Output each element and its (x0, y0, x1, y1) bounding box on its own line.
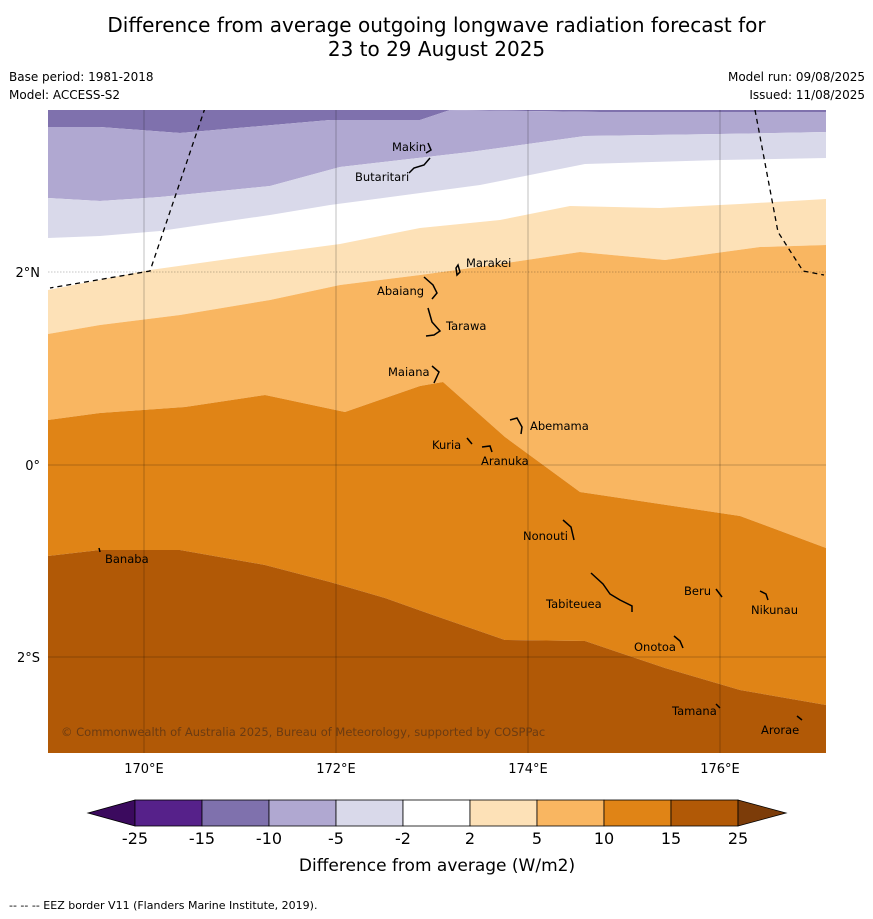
kuria-island (466, 437, 473, 445)
colorbar-tick-8: 15 (661, 829, 681, 848)
islands (98, 142, 803, 721)
beru-island (715, 588, 723, 598)
tarawa-island (425, 307, 442, 337)
lat-label-0: 0° (25, 459, 40, 474)
colorbar: -25 -15 -10 -5 -2 2 5 10 15 25 Difference from av… (86, 799, 788, 876)
nonouti-island (562, 519, 575, 541)
colorbar-tick-7: 10 (594, 829, 614, 848)
abaiang-island (423, 276, 438, 300)
eez-border (49, 110, 825, 289)
colorbar-tick-5: 2 (465, 829, 475, 848)
lon-label-172: 172°E (316, 762, 356, 777)
label-tarawa: Tarawa (445, 319, 486, 333)
label-arorae: Arorae (761, 723, 799, 737)
colorbar-segment-1 (201, 799, 270, 827)
title-line-1: Difference from average outgoing longwav… (107, 13, 766, 37)
label-banaba: Banaba (105, 552, 149, 566)
meta-left: Base period: 1981-2018 Model: ACCESS-S2 (9, 68, 154, 104)
colorbar-tick-6: 5 (532, 829, 542, 848)
label-onotoa: Onotoa (634, 640, 676, 654)
model-name: Model: ACCESS-S2 (9, 88, 121, 102)
lat-label-2s: 2°S (17, 651, 40, 666)
label-maiana: Maiana (388, 365, 430, 379)
label-kuria: Kuria (432, 438, 461, 452)
meta-right: Model run: 09/08/2025 Issued: 11/08/2025 (728, 68, 865, 104)
colorbar-segment-6 (536, 799, 605, 827)
label-marakei: Marakei (466, 256, 511, 270)
longitude-labels: 170°E 172°E 174°E 176°E (124, 762, 740, 777)
label-abaiang: Abaiang (377, 284, 424, 298)
band-minus-15-to-minus-10 (48, 110, 826, 133)
colorbar-segment-5 (469, 799, 538, 827)
chart-title: Difference from average outgoing longwav… (0, 13, 873, 61)
label-abemama: Abemama (530, 419, 589, 433)
eez-border-east (754, 110, 825, 276)
colorbar-high-extension (737, 799, 788, 827)
label-beru: Beru (684, 584, 711, 598)
colorbar-tick-3: -5 (328, 829, 344, 848)
colorbar-segment-2 (268, 799, 337, 827)
gridlines (48, 110, 826, 753)
copyright-notice: © Commonwealth of Australia 2025, Bureau… (61, 725, 545, 739)
colorbar-segment-0 (134, 799, 203, 827)
colorbar-segment-4 (402, 799, 471, 827)
label-nikunau: Nikunau (751, 603, 798, 617)
butaritari-island (408, 157, 431, 174)
banaba-island (98, 547, 101, 553)
colorbar-low-extension (86, 799, 136, 827)
lon-label-176: 176°E (700, 762, 740, 777)
label-tabiteuea: Tabiteuea (545, 597, 602, 611)
colorbar-tick-4: -2 (395, 829, 411, 848)
model-run: Model run: 09/08/2025 (727, 70, 865, 84)
label-tamana: Tamana (671, 704, 717, 718)
aranuka-island (481, 445, 493, 453)
makin-island (425, 142, 432, 154)
issued-date: Issued: 11/08/2025 (749, 88, 865, 102)
nikunau-island (759, 590, 769, 601)
band-minus-5-to-minus-2 (48, 132, 826, 238)
label-butaritari: Butaritari (355, 170, 409, 184)
band-10-to-15 (48, 382, 826, 705)
label-makin: Makin (392, 140, 426, 154)
colorbar-title: Difference from average (W/m2) (299, 856, 575, 876)
label-aranuka: Aranuka (481, 454, 529, 468)
band-5-to-10 (48, 245, 826, 548)
arorae-island (796, 715, 803, 721)
latitude-labels: 2°N 0° 2°S (16, 266, 41, 666)
band-15-to-25 (48, 550, 826, 753)
tamana-island (715, 703, 721, 709)
band-minus-10-to-minus-5 (48, 110, 826, 201)
onotoa-island (673, 635, 684, 649)
eez-border-west (49, 110, 206, 289)
map-panel: Makin Butaritari Marakei Abaiang Tarawa … (48, 110, 826, 753)
colorbar-tick-0: -25 (122, 829, 148, 848)
colorbar-tick-2: -10 (256, 829, 282, 848)
lon-label-174: 174°E (508, 762, 548, 777)
colorbar-tick-labels: -25 -15 -10 -5 -2 2 5 10 15 25 (122, 829, 748, 848)
colorbar-segment-7 (603, 799, 672, 827)
colorbar-tick-9: 25 (728, 829, 748, 848)
place-labels: Makin Butaritari Marakei Abaiang Tarawa … (105, 140, 799, 737)
colorbar-segment-8 (670, 799, 739, 827)
abemama-island (509, 417, 523, 435)
tabiteuea-island (590, 572, 633, 612)
title-line-2: 23 to 29 August 2025 (327, 37, 546, 61)
marakei-island (455, 263, 461, 277)
eez-legend-note: -- -- -- EEZ border V11 (Flanders Marine… (9, 899, 318, 912)
colorbar-tick-1: -15 (189, 829, 215, 848)
lon-label-170: 170°E (124, 762, 164, 777)
colorbar-segments (134, 799, 739, 827)
colorbar-segment-3 (335, 799, 404, 827)
label-nonouti: Nonouti (523, 529, 568, 543)
lat-label-2n: 2°N (16, 266, 41, 281)
maiana-island (431, 365, 440, 384)
base-period: Base period: 1981-2018 (9, 70, 154, 84)
band-2-to-5 (48, 199, 826, 334)
